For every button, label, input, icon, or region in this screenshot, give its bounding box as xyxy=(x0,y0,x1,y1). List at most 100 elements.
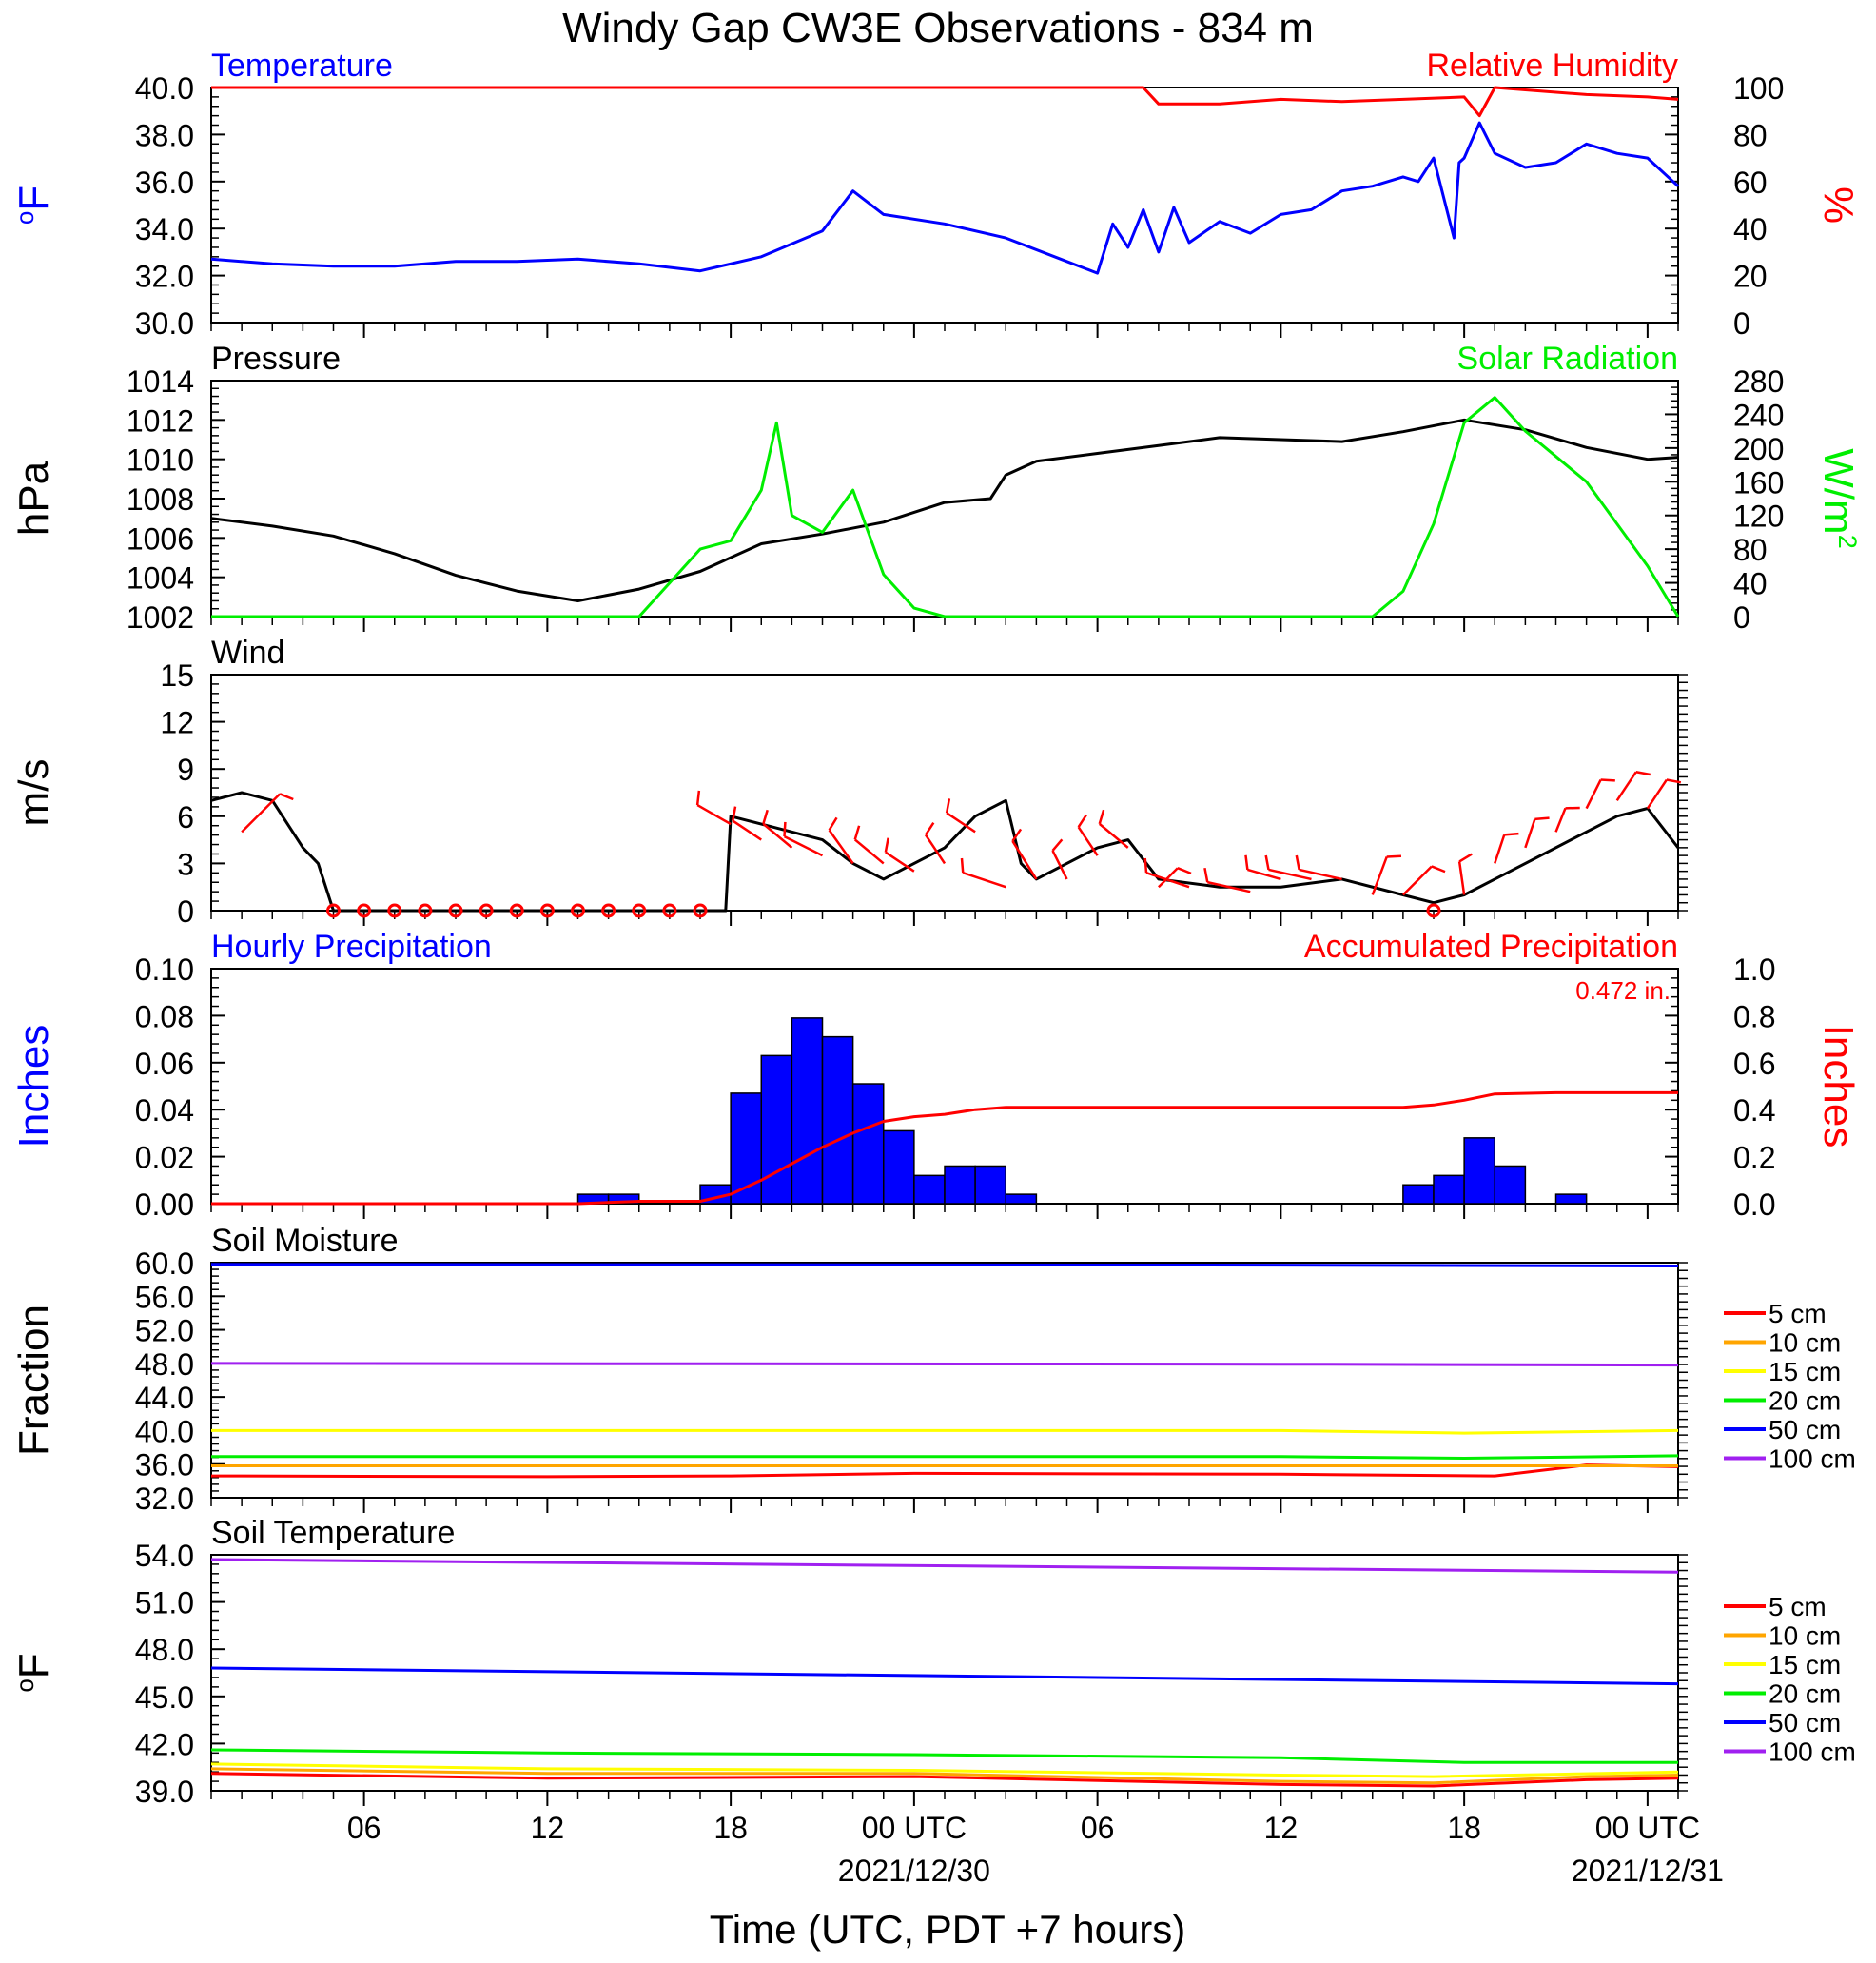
y-tick-label: 0.0 xyxy=(1733,1188,1775,1222)
wind-barb-shaft xyxy=(1617,772,1636,800)
y-tick-label: 15 xyxy=(160,658,194,693)
y-tick-label: 9 xyxy=(177,753,194,787)
precip-bar xyxy=(1495,1166,1525,1204)
legend-label: 5 cm xyxy=(1769,1592,1827,1621)
y-tick-label: 0.02 xyxy=(135,1141,194,1175)
wind-barb-flag xyxy=(1079,815,1086,827)
legend-label: 15 cm xyxy=(1769,1357,1841,1386)
wind-barb-flag xyxy=(280,794,293,799)
legend-item: 5 cm xyxy=(1724,1592,1827,1621)
series-line xyxy=(211,1456,1678,1459)
wind-barb-shaft xyxy=(1556,808,1566,832)
wind-barb xyxy=(1266,855,1312,879)
x-tick-label: 12 xyxy=(531,1811,565,1845)
wind-barb xyxy=(830,817,853,863)
legend-item: 100 cm xyxy=(1724,1444,1856,1474)
y-tick-label: 40.0 xyxy=(135,71,194,106)
y-tick-label: 48.0 xyxy=(135,1347,194,1382)
y-tick-label: 80 xyxy=(1733,118,1768,152)
panel-title-left: Soil Temperature xyxy=(211,1515,455,1551)
y-tick-label: 0.2 xyxy=(1733,1141,1775,1175)
y-axis-label-left: m/s xyxy=(10,759,57,827)
y-tick-label: 100 xyxy=(1733,71,1784,106)
wind-barb-flag xyxy=(855,826,859,840)
y-tick-label: 40.0 xyxy=(135,1414,194,1448)
y-tick-label: 56.0 xyxy=(135,1280,194,1314)
y-tick-label: 1012 xyxy=(127,403,194,438)
precip-bar xyxy=(1006,1194,1036,1204)
y-tick-label: 160 xyxy=(1733,465,1784,500)
y-tick-label: 40 xyxy=(1733,567,1768,601)
y-tick-label: 3 xyxy=(177,847,194,881)
legend-label: 10 cm xyxy=(1769,1621,1841,1651)
y-axis-label-left: Fraction xyxy=(10,1305,57,1456)
legend-item: 50 cm xyxy=(1724,1708,1841,1737)
panels: 30.032.034.036.038.040.0020406080100Temp… xyxy=(10,48,1862,1809)
series-line xyxy=(211,88,1678,116)
legend-label: 100 cm xyxy=(1769,1444,1856,1474)
y-tick-label: 52.0 xyxy=(135,1314,194,1348)
series-line xyxy=(211,1265,1678,1266)
y-tick-label: 0.4 xyxy=(1733,1093,1775,1128)
y-tick-label: 1014 xyxy=(127,364,194,399)
precip-bar xyxy=(823,1037,853,1204)
precip-bar xyxy=(945,1166,975,1204)
x-tick-label: 06 xyxy=(347,1811,381,1845)
wind-barb xyxy=(1648,780,1681,809)
wind-barb-flag xyxy=(1432,866,1445,872)
legend-label: 50 cm xyxy=(1769,1415,1841,1444)
panel-precip: 0.000.020.040.060.080.100.00.20.40.60.81… xyxy=(10,929,1862,1222)
wind-barb-flag xyxy=(947,798,949,813)
wind-barb xyxy=(962,858,1006,887)
wind-barb-shaft xyxy=(1587,780,1601,809)
legend-item: 10 cm xyxy=(1724,1328,1841,1358)
y-tick-label: 0 xyxy=(177,894,194,929)
y-tick-label: 51.0 xyxy=(135,1586,194,1620)
y-tick-label: 0.8 xyxy=(1733,999,1775,1033)
wind-barb-flag xyxy=(763,810,767,824)
y-axis-label-right: Inches xyxy=(1815,1025,1862,1148)
y-tick-label: 0.10 xyxy=(135,952,194,987)
precip-bar xyxy=(884,1130,914,1204)
wind-barb-shaft xyxy=(1012,841,1036,879)
y-tick-label: 36.0 xyxy=(135,1448,194,1482)
y-tick-label: 60.0 xyxy=(135,1247,194,1281)
legend-item: 20 cm xyxy=(1724,1679,1841,1709)
y-axis-label-left: hPa xyxy=(10,461,57,536)
wind-barb xyxy=(1403,866,1445,894)
wind-barb xyxy=(697,791,731,824)
wind-barb xyxy=(1617,772,1651,800)
plot-frame xyxy=(211,381,1678,617)
y-tick-label: 80 xyxy=(1733,533,1768,567)
y-tick-label: 0.06 xyxy=(135,1047,194,1081)
series-line xyxy=(211,1364,1678,1365)
wind-barb xyxy=(1012,829,1036,879)
wind-barb-flag xyxy=(1534,818,1549,819)
wind-barb-shaft xyxy=(1648,780,1667,809)
legend-label: 20 cm xyxy=(1769,1386,1841,1416)
panel-title-right: Relative Humidity xyxy=(1426,48,1678,84)
precip-bar xyxy=(791,1018,822,1204)
series-line xyxy=(211,123,1678,273)
panel-title-left: Pressure xyxy=(211,341,341,377)
wind-barb-flag xyxy=(1636,772,1651,775)
series-line xyxy=(211,1430,1678,1433)
wind-barb-flag xyxy=(830,817,837,830)
series-line xyxy=(211,1560,1678,1572)
panel-temp_rh: 30.032.034.036.038.040.0020406080100Temp… xyxy=(10,48,1862,341)
wind-barb-flag xyxy=(926,823,933,835)
y-tick-label: 60 xyxy=(1733,166,1768,200)
y-tick-label: 30.0 xyxy=(135,306,194,341)
precip-bar xyxy=(853,1084,884,1204)
panel-title-left: Soil Moisture xyxy=(211,1223,399,1259)
wind-barb xyxy=(1495,834,1518,863)
y-tick-label: 34.0 xyxy=(135,212,194,246)
legend-label: 15 cm xyxy=(1769,1650,1841,1679)
wind-barb-flag xyxy=(962,858,963,873)
y-tick-label: 54.0 xyxy=(135,1539,194,1573)
figure-title: Windy Gap CW3E Observations - 834 m xyxy=(562,5,1314,51)
precip-bar xyxy=(1556,1194,1587,1204)
